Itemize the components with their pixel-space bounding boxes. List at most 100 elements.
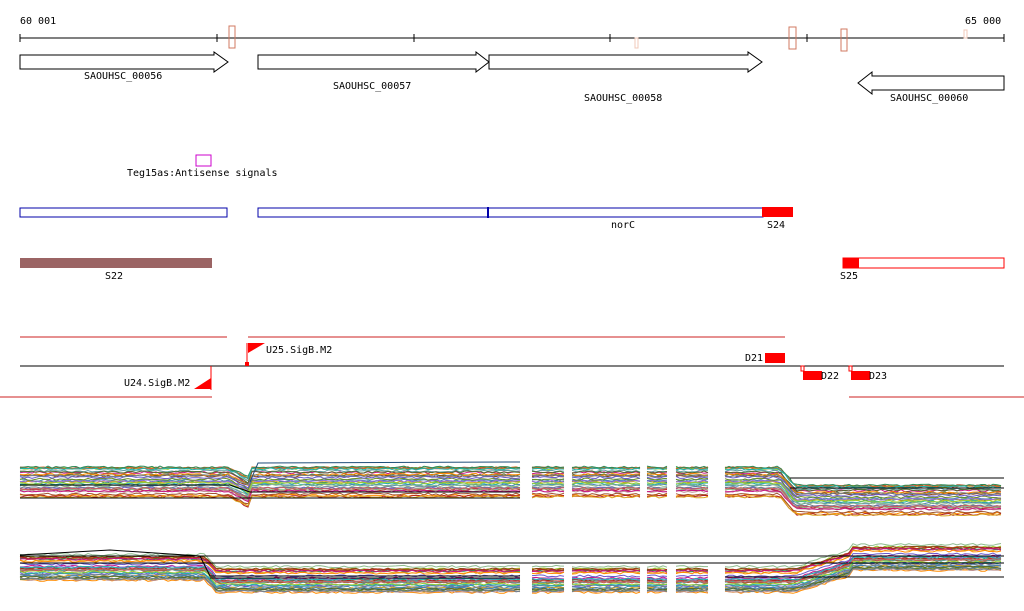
expression-trace: [646, 470, 668, 474]
expression-trace: [19, 495, 521, 507]
tss-d23[interactable]: [851, 371, 870, 380]
expression-trace: [724, 549, 1002, 575]
expression-trace: [646, 480, 668, 483]
gene-arrow-saouhsc-00058[interactable]: [488, 51, 763, 73]
expression-trace: [646, 492, 668, 496]
gene-arrow-saouhsc-00057[interactable]: [257, 50, 490, 74]
expression-trace: [571, 582, 641, 586]
gene-label: SAOUHSC_00058: [584, 93, 662, 104]
expression-trace: [571, 467, 641, 471]
ruler-start-label: 60 001: [20, 16, 56, 27]
tss-u25-flag[interactable]: [248, 343, 265, 353]
expression-trace: [646, 576, 668, 580]
ruler-marker[interactable]: [634, 37, 639, 49]
gene-arrow-saouhsc-00056[interactable]: [19, 51, 229, 73]
gene-arrow-saouhsc-00060[interactable]: [857, 70, 1005, 96]
expression-trace: [646, 565, 668, 568]
annotation-feature[interactable]: [257, 207, 489, 218]
d22-label: D22: [821, 371, 839, 382]
expression-trace: [571, 481, 641, 485]
expression-trace: [647, 572, 668, 575]
expression-trace: [646, 474, 668, 478]
expression-trace: [725, 470, 1002, 492]
s25-label: S25: [840, 271, 858, 282]
expression-trace: [646, 465, 668, 469]
expression-trace: [531, 465, 565, 469]
expression-trace: [675, 489, 709, 493]
expression-trace: [724, 492, 1002, 514]
expression-trace: [646, 587, 668, 591]
expression-trace: [724, 555, 1002, 581]
expression-trace: [646, 580, 668, 584]
ruler-end-label: 65 000: [965, 16, 1001, 27]
segment-s22[interactable]: [20, 258, 212, 268]
expression-trace: [531, 474, 565, 477]
expression-trace: [19, 574, 521, 591]
expression-trace: [531, 492, 565, 496]
expression-trace: [531, 479, 565, 483]
expression-trace: [675, 586, 709, 590]
gene-track: SAOUHSC_00056 SAOUHSC_00057 SAOUHSC_0005…: [19, 50, 1005, 104]
expression-trace: [531, 590, 565, 594]
ruler-marker[interactable]: [840, 28, 848, 52]
expression-trace: [675, 576, 709, 580]
expression-trace: [675, 571, 709, 575]
expression-trace: [676, 577, 709, 581]
expression-trace: [724, 477, 1002, 499]
expression-trace: [571, 479, 641, 483]
expression-trace: [531, 564, 565, 568]
feature-s24[interactable]: [762, 207, 793, 217]
expression-trace: [531, 577, 564, 581]
expression-trace: [724, 556, 1002, 582]
expression-trace: [675, 475, 709, 479]
expression-trace: [646, 493, 668, 497]
expression-trace: [20, 556, 521, 572]
tss-d21[interactable]: [765, 353, 785, 363]
expression-trace: [675, 584, 709, 588]
expression-trace: [19, 570, 521, 586]
expression-trace: [19, 486, 521, 499]
segment-s25[interactable]: [842, 257, 1005, 269]
expression-trace: [571, 571, 641, 575]
expression-trace: [675, 469, 709, 473]
antisense-signal-box[interactable]: [195, 154, 212, 167]
expression-profile-minus-strand: [19, 542, 1004, 594]
d23-label: D23: [869, 371, 887, 382]
expression-trace: [724, 542, 1002, 569]
expression-trace: [531, 470, 565, 474]
expression-trace: [571, 477, 641, 481]
annotation-feature[interactable]: [19, 207, 228, 218]
expression-trace: [531, 568, 565, 571]
expression-trace: [531, 586, 565, 590]
expression-trace: [646, 481, 668, 485]
ruler-marker[interactable]: [228, 25, 236, 49]
expression-trace: [646, 473, 668, 476]
expression-trace: [571, 577, 641, 581]
annotation-track: norC S24: [19, 207, 793, 231]
expression-trace: [571, 470, 641, 474]
expression-trace: [646, 574, 668, 578]
ruler-marker[interactable]: [963, 29, 968, 39]
expression-trace: [571, 495, 641, 499]
expression-trace: [646, 495, 668, 499]
expression-trace: [571, 472, 640, 477]
expression-trace: [646, 577, 668, 581]
tss-u24-flag[interactable]: [194, 378, 211, 389]
expression-trace: [531, 467, 565, 471]
expression-trace: [19, 472, 521, 487]
expression-trace: [675, 589, 709, 592]
annotation-feature-norc[interactable]: [487, 207, 764, 218]
reference-trace: [20, 484, 520, 493]
expression-trace: [675, 583, 709, 586]
expression-trace: [19, 467, 521, 479]
expression-trace: [675, 481, 709, 485]
expression-trace: [646, 569, 668, 573]
expression-trace: [675, 579, 709, 583]
antisense-track: Teg15as:Antisense signals: [127, 154, 278, 179]
ruler-marker[interactable]: [788, 26, 797, 50]
expression-trace: [675, 574, 709, 578]
tss-d22[interactable]: [803, 371, 822, 380]
d21-label: D21: [745, 353, 763, 364]
expression-trace: [724, 562, 1002, 588]
expression-trace: [646, 479, 668, 482]
